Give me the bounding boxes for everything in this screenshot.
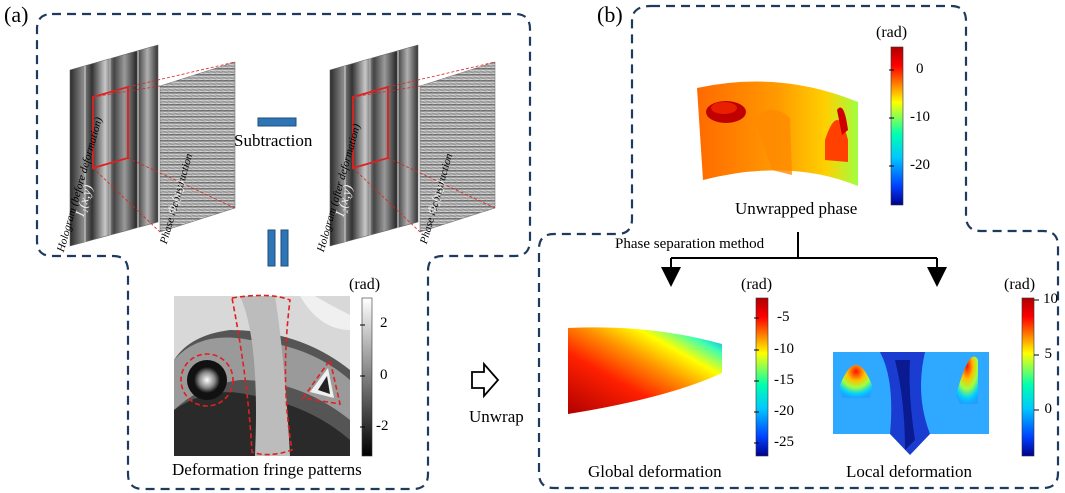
fringe-marker-left: [180, 353, 234, 407]
unwrapped-phase-surface: [697, 81, 858, 186]
subtraction-label: Subtraction: [234, 131, 313, 150]
global-tick: -20: [774, 403, 794, 419]
unwrapped-tick: -10: [910, 109, 930, 125]
local-caption: Local deformation: [846, 462, 973, 481]
unwrapped-colorbar: [890, 46, 904, 206]
roi-line: [352, 85, 421, 98]
unwrap-label: Unwrap: [469, 407, 524, 426]
global-tick: -5: [777, 309, 790, 325]
hologram-after: [329, 44, 419, 247]
global-tick: -25: [774, 434, 794, 450]
phase-recon-after: [419, 61, 496, 233]
local-tick: 5: [1044, 346, 1053, 362]
equals-sign-bar: [280, 229, 289, 267]
fringe-tick: 0: [380, 367, 388, 383]
method-label: Phase separation method: [615, 236, 765, 252]
local-tick: 10: [1043, 291, 1058, 307]
roi-line: [127, 61, 236, 88]
roi-line: [92, 167, 161, 233]
panel-a-letter: (a): [4, 2, 29, 27]
unwrapped-tick: 0: [916, 61, 924, 77]
global-caption: Global deformation: [588, 462, 722, 481]
fringe-caption: Deformation fringe patterns: [172, 460, 362, 479]
unwrapped-tick: -20: [910, 157, 930, 173]
fringe-marker-center: [231, 294, 293, 456]
fringe-tick: -2: [376, 418, 389, 434]
local-colorbar-unit: (rad): [1004, 276, 1036, 293]
roi-line: [387, 61, 496, 88]
global-tick: -10: [774, 341, 794, 357]
subtraction-sign: [257, 117, 297, 127]
roi-line: [92, 85, 161, 98]
roi-line: [352, 167, 421, 233]
local-colorbar: [1021, 297, 1035, 457]
phase-recon-before: [159, 61, 236, 233]
global-colorbar-unit: (rad): [741, 276, 773, 293]
hologram-before: [69, 44, 159, 247]
equals-sign-bar: [267, 229, 276, 267]
fringe-pattern: [174, 296, 350, 456]
global-tick: -15: [774, 372, 794, 388]
fringe-colorbar-unit: (rad): [349, 276, 381, 293]
unwrapped-caption: Unwrapped phase: [735, 199, 858, 218]
unwrap-arrow: [471, 361, 500, 399]
global-deformation-surface: [568, 327, 722, 414]
fringe-colorbar: [361, 297, 373, 457]
local-deformation-surface: [833, 352, 989, 455]
local-tick: 0: [1044, 401, 1053, 417]
panel-b-letter: (b): [597, 2, 623, 27]
fringe-tick: 2: [380, 315, 388, 331]
unwrapped-colorbar-unit: (rad): [876, 24, 908, 41]
global-colorbar: [755, 297, 769, 457]
